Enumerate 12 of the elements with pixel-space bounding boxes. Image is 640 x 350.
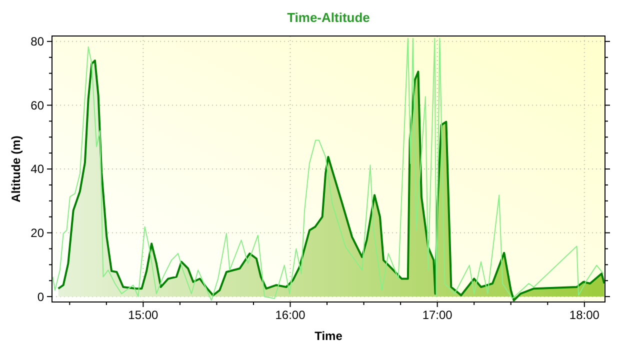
y-axis-title: Altitude (m) (9, 136, 23, 202)
x-tick-label: 16:00 (275, 308, 306, 322)
x-tick-label: 18:00 (569, 308, 600, 322)
y-tick-label: 80 (30, 34, 44, 49)
x-tick-label: 17:00 (422, 308, 453, 322)
chart-title: Time-Altitude (287, 10, 370, 25)
x-axis-title: Time (314, 329, 343, 343)
y-tick-label: 0 (37, 290, 44, 304)
y-tick-label: 20 (30, 226, 44, 240)
y-tick-label: 60 (30, 98, 44, 112)
x-tick-label: 15:00 (128, 308, 159, 322)
y-tick-label: 40 (30, 162, 44, 176)
